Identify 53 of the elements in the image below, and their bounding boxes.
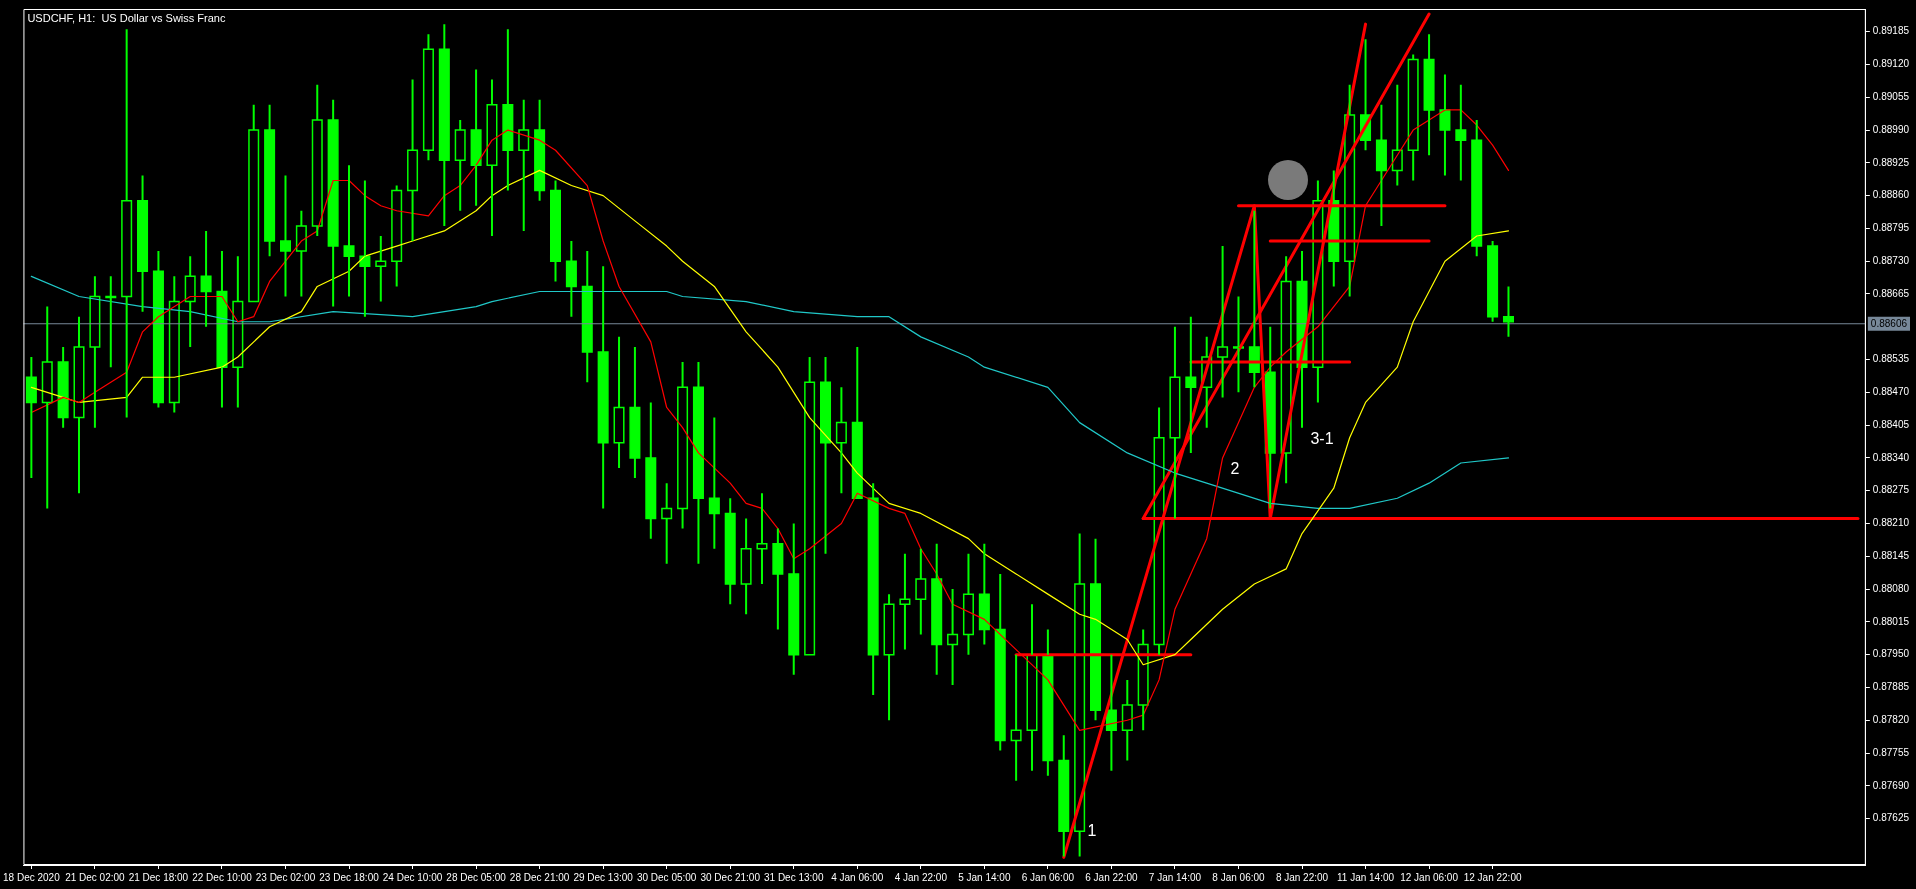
x-tick-label: 21 Dec 02:00 bbox=[65, 871, 126, 883]
y-tick-label: 0.88210 bbox=[1872, 517, 1910, 529]
y-tick-label: 0.88145 bbox=[1872, 550, 1910, 562]
x-tick-label: 18 Dec 2020 bbox=[3, 871, 61, 883]
x-tick-label: 30 Dec 05:00 bbox=[636, 871, 697, 883]
x-tick-label: 23 Dec 18:00 bbox=[319, 871, 380, 883]
y-tick-label: 0.88730 bbox=[1872, 254, 1910, 266]
x-tick-label: 30 Dec 21:00 bbox=[700, 871, 761, 883]
x-tick-label: 11 Jan 14:00 bbox=[1336, 871, 1395, 883]
x-tick-label: 23 Dec 02:00 bbox=[255, 871, 316, 883]
x-tick-label: 12 Jan 06:00 bbox=[1400, 871, 1459, 883]
y-tick-label: 0.88080 bbox=[1872, 582, 1910, 594]
x-tick-label: 21 Dec 18:00 bbox=[128, 871, 189, 883]
y-tick-label: 0.87625 bbox=[1872, 812, 1910, 824]
y-tick-label: 0.89055 bbox=[1872, 91, 1910, 103]
x-tick-label: 6 Jan 06:00 bbox=[1021, 871, 1075, 883]
x-tick-label: 4 Jan 06:00 bbox=[831, 871, 884, 883]
x-tick-label: 7 Jan 14:00 bbox=[1148, 871, 1202, 883]
y-tick-label: 0.88470 bbox=[1872, 386, 1910, 398]
x-tick-label: 5 Jan 14:00 bbox=[958, 871, 1011, 883]
y-tick-label: 0.87885 bbox=[1872, 681, 1910, 693]
y-tick-label: 0.88665 bbox=[1872, 287, 1910, 299]
ref-line-label: 0.88606 bbox=[1870, 317, 1908, 329]
x-tick-label: 31 Dec 13:00 bbox=[764, 871, 824, 883]
x-tick-label: 22 Dec 10:00 bbox=[192, 871, 253, 883]
y-tick-label: 0.88860 bbox=[1872, 189, 1910, 201]
y-tick-label: 0.88405 bbox=[1872, 418, 1910, 430]
x-tick-label: 8 Jan 06:00 bbox=[1212, 871, 1266, 883]
y-tick-label: 0.87950 bbox=[1872, 648, 1910, 660]
y-tick-label: 0.89120 bbox=[1872, 58, 1910, 70]
annotation: 3-1 bbox=[1310, 430, 1334, 448]
y-tick-label: 0.88015 bbox=[1872, 615, 1910, 627]
y-tick-label: 0.88990 bbox=[1872, 123, 1910, 135]
y-tick-label: 0.87690 bbox=[1872, 779, 1910, 791]
y-tick-label: 0.87755 bbox=[1872, 746, 1910, 758]
y-tick-label: 0.88340 bbox=[1872, 451, 1910, 463]
x-tick-label: 29 Dec 13:00 bbox=[573, 871, 634, 883]
x-tick-label: 24 Dec 10:00 bbox=[382, 871, 443, 883]
chart-title: USDCHF, H1: US Dollar vs Swiss Franc bbox=[27, 11, 226, 24]
y-tick-label: 0.88795 bbox=[1872, 222, 1910, 234]
x-tick-label: 4 Jan 22:00 bbox=[894, 871, 948, 883]
annotation: 2 bbox=[1230, 460, 1240, 478]
x-tick-label: 28 Dec 05:00 bbox=[446, 871, 507, 883]
y-tick-label: 0.87820 bbox=[1872, 713, 1910, 725]
x-tick-label: 6 Jan 22:00 bbox=[1085, 871, 1138, 883]
y-tick-label: 0.89185 bbox=[1872, 25, 1910, 37]
y-tick-label: 0.88535 bbox=[1872, 353, 1910, 365]
annotation: 1 bbox=[1087, 822, 1097, 840]
y-tick-label: 0.88275 bbox=[1872, 484, 1910, 496]
x-tick-label: 28 Dec 21:00 bbox=[509, 871, 570, 883]
x-tick-label: 12 Jan 22:00 bbox=[1463, 871, 1522, 883]
y-tick-label: 0.88925 bbox=[1872, 156, 1910, 168]
x-tick-label: 8 Jan 22:00 bbox=[1275, 871, 1329, 883]
